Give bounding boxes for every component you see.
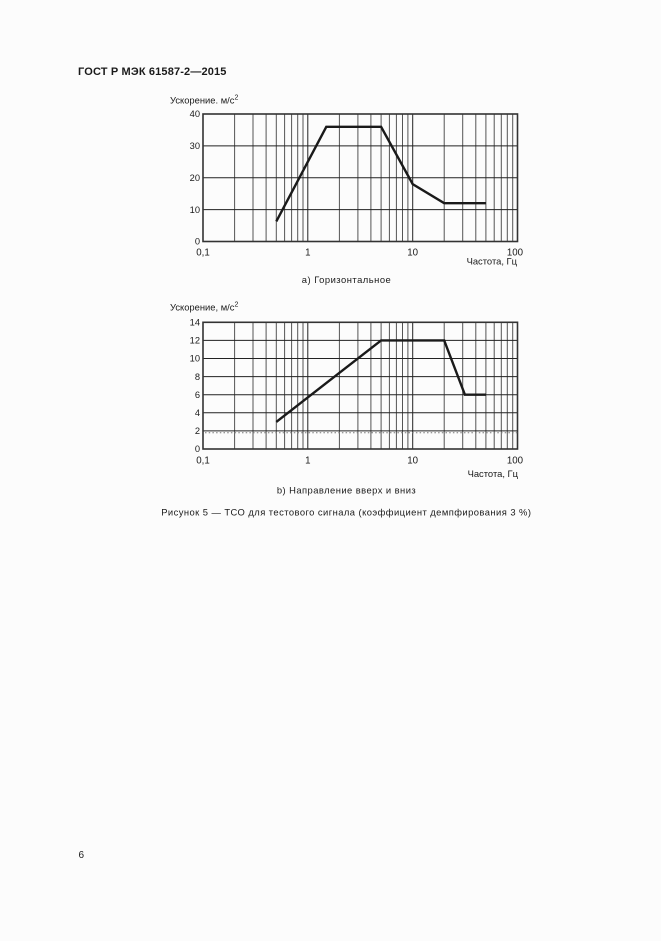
- svg-text:1: 1: [305, 456, 310, 467]
- svg-text:4: 4: [195, 408, 200, 418]
- svg-text:40: 40: [190, 109, 200, 119]
- svg-text:8: 8: [195, 372, 200, 382]
- svg-text:100: 100: [507, 456, 524, 467]
- svg-text:а) Горизонтальное: а) Горизонтальное: [302, 274, 392, 285]
- svg-text:10: 10: [190, 205, 200, 215]
- svg-text:Частота, Гц: Частота, Гц: [467, 256, 518, 267]
- svg-text:0: 0: [195, 237, 200, 247]
- svg-text:10: 10: [407, 248, 418, 259]
- svg-text:6: 6: [79, 850, 85, 861]
- svg-text:0: 0: [195, 444, 200, 454]
- svg-text:b) Направление вверх и вниз: b) Направление вверх и вниз: [277, 485, 416, 496]
- svg-text:Рисунок 5 — ТСО для тестового: Рисунок 5 — ТСО для тестового сигнала (к…: [161, 507, 531, 518]
- svg-text:0,1: 0,1: [196, 248, 209, 259]
- svg-text:6: 6: [195, 390, 200, 400]
- svg-text:100: 100: [507, 248, 524, 259]
- svg-text:0,1: 0,1: [196, 456, 209, 467]
- svg-text:Частота, Гц: Частота, Гц: [468, 468, 519, 479]
- svg-text:30: 30: [190, 141, 200, 151]
- svg-text:2: 2: [195, 426, 200, 436]
- svg-text:10: 10: [190, 354, 200, 364]
- svg-text:Ускорение. м/с2: Ускорение. м/с2: [170, 95, 238, 106]
- svg-text:12: 12: [190, 336, 200, 346]
- svg-text:14: 14: [190, 318, 200, 328]
- svg-text:Ускорение, м/с2: Ускорение, м/с2: [170, 302, 238, 313]
- svg-text:1: 1: [305, 248, 310, 259]
- svg-text:10: 10: [407, 456, 418, 467]
- svg-text:20: 20: [190, 173, 200, 183]
- svg-text:ГОСТ Р МЭК 61587-2—2015: ГОСТ Р МЭК 61587-2—2015: [78, 66, 227, 78]
